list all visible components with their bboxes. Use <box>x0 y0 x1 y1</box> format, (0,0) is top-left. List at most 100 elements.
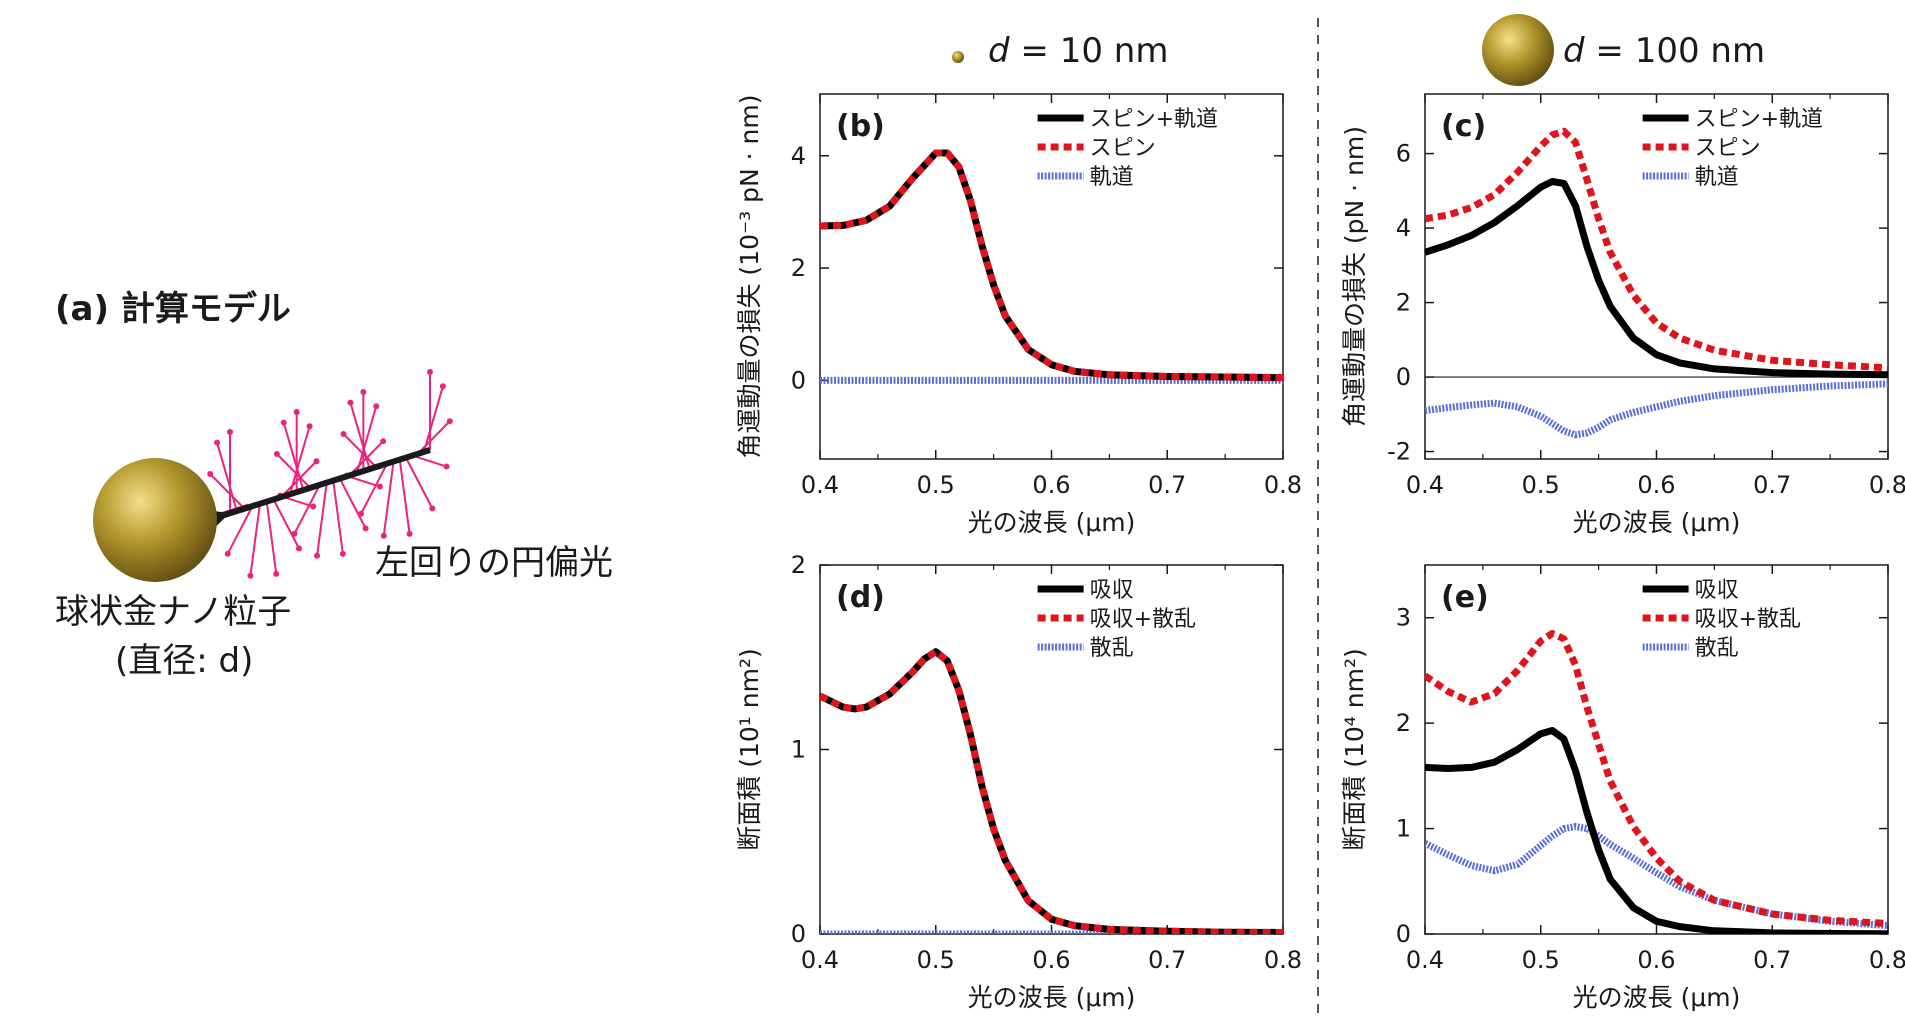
polarization-vector <box>332 478 344 555</box>
polarization-vector <box>411 454 447 468</box>
y-tick-label: 1 <box>791 736 806 764</box>
column-header-small-var: d <box>988 31 1010 71</box>
polarization-vector <box>316 480 328 556</box>
x-tick-label: 0.6 <box>1032 471 1070 499</box>
chart-e: 0.4 0.5 0.6 0.7 0.8 0 1 2 3 光の波長 (μm) 断面積 (10⁴ nm²… <box>1340 564 1905 1012</box>
chart-d: 0.4 0.5 0.6 0.7 0.8 0 1 2 光の波長 (μm) 断面積 (10¹ nm²)… <box>735 551 1302 1012</box>
polarization-vector-head <box>314 552 321 559</box>
y-tick-label: 4 <box>1396 214 1411 242</box>
legend-label: 吸収 <box>1090 578 1134 603</box>
y-tick-label: 2 <box>791 254 806 282</box>
series-line-total <box>820 149 1283 382</box>
column-header-small: d = 10 nm <box>952 31 1168 71</box>
polarization-vector-head <box>347 399 354 406</box>
propagation-arrow <box>163 447 431 561</box>
polarization-vector-head <box>247 572 254 579</box>
x-tick-label: 0.8 <box>1869 946 1905 974</box>
polarization-vector <box>249 500 262 576</box>
polarization-vector-head <box>273 570 280 577</box>
column-header-small-rest: = 10 nm <box>1010 31 1169 71</box>
polarization-vector <box>338 476 367 529</box>
y-tick-label: 0 <box>791 920 806 948</box>
polarization-vector-head <box>362 525 369 532</box>
y-tick-label: 2 <box>1396 289 1411 317</box>
x-tick-label: 0.7 <box>1148 471 1186 499</box>
x-tick-label: 0.7 <box>1148 946 1186 974</box>
panel-label: (c) <box>1441 109 1486 144</box>
polarization-vector-head <box>313 458 320 465</box>
small-particle-icon <box>952 51 964 63</box>
x-tick-label: 0.4 <box>801 946 839 974</box>
series-line-orbital <box>1425 380 1888 439</box>
x-tick-label: 0.5 <box>917 471 955 499</box>
x-tick-label: 0.8 <box>1264 471 1302 499</box>
polarization-vector <box>422 385 444 453</box>
y-tick-label: 6 <box>1396 140 1411 168</box>
polarization-vector-head <box>373 403 380 410</box>
svg-text:d = 10 nm: d = 10 nm <box>988 31 1168 71</box>
x-tick-label: 0.6 <box>1637 471 1675 499</box>
legend-label: スピン+軌道 <box>1695 107 1823 132</box>
x-tick-label: 0.7 <box>1753 471 1791 499</box>
gold-nanoparticle <box>93 458 217 582</box>
polarization-vector <box>342 433 377 468</box>
column-header-large: d = 100 nm <box>1482 14 1765 86</box>
series-line-spin <box>820 149 1283 382</box>
polarization-vector-head <box>406 530 413 537</box>
svg-text:d = 100 nm: d = 100 nm <box>1563 31 1765 71</box>
series-line-total <box>1425 178 1888 379</box>
polarization-vector-head <box>376 483 383 490</box>
polarization-vector-head <box>380 438 387 445</box>
polarization-vector-head <box>439 383 446 390</box>
polarization-vector-head <box>214 439 221 446</box>
x-tick-label: 0.5 <box>1522 946 1560 974</box>
series-line-total <box>1425 727 1888 934</box>
legend-label: スピン+軌道 <box>1090 107 1218 132</box>
polarization-vector-head <box>310 503 317 510</box>
polarization-vector <box>265 498 278 575</box>
panel-label: (e) <box>1441 580 1489 615</box>
calculation-model: (a) 計算モデル 球状金ナノ粒子 (直径: d) 左回りの円偏光 <box>55 289 613 681</box>
y-axis-title: 断面積 (10⁴ nm²) <box>1340 648 1369 850</box>
y-tick-label: 4 <box>791 142 806 170</box>
polarization-vector <box>289 425 311 493</box>
polarization-vector <box>226 502 256 555</box>
polarization-vector <box>276 453 310 488</box>
polarization-vector-head <box>340 430 347 437</box>
polarization-vector-head <box>427 369 433 375</box>
series-line-spin <box>820 648 1283 934</box>
series-line-spin <box>1425 630 1888 927</box>
polarization-vector-head <box>224 550 231 557</box>
diameter-label: (直径: d) <box>115 641 253 681</box>
y-axis-title: 角運動量の損失 (pN · nm) <box>1340 126 1369 427</box>
polarization-vector <box>283 460 318 495</box>
polarization-vector <box>293 482 322 535</box>
y-tick-label: 0 <box>1396 920 1411 948</box>
column-header-large-rest: = 100 nm <box>1585 31 1765 71</box>
particle-label: 球状金ナノ粒子 <box>55 592 291 632</box>
polarization-vector <box>271 496 300 549</box>
legend-label: 軌道 <box>1090 165 1134 190</box>
x-tick-label: 0.4 <box>1406 471 1444 499</box>
x-tick-label: 0.5 <box>917 946 955 974</box>
panel-label: (d) <box>836 580 885 615</box>
legend-label: 吸収+散乱 <box>1695 607 1801 632</box>
legend-label: 散乱 <box>1695 636 1739 661</box>
y-axis-title: 角運動量の損失 (10⁻³ pN · nm) <box>735 94 764 458</box>
polarization-vector-head <box>280 419 287 426</box>
polarization-vector-head <box>227 429 233 435</box>
light-label: 左回りの円偏光 <box>375 543 613 583</box>
legend-label: 吸収+散乱 <box>1090 607 1196 632</box>
y-tick-label: 3 <box>1396 604 1411 632</box>
y-tick-label: 2 <box>791 551 806 579</box>
series-line-total <box>820 648 1283 934</box>
x-axis-title: 光の波長 (μm) <box>1573 983 1741 1012</box>
polarization-vector <box>350 440 384 475</box>
x-tick-label: 0.6 <box>1032 946 1070 974</box>
polarization-vector <box>356 405 378 473</box>
